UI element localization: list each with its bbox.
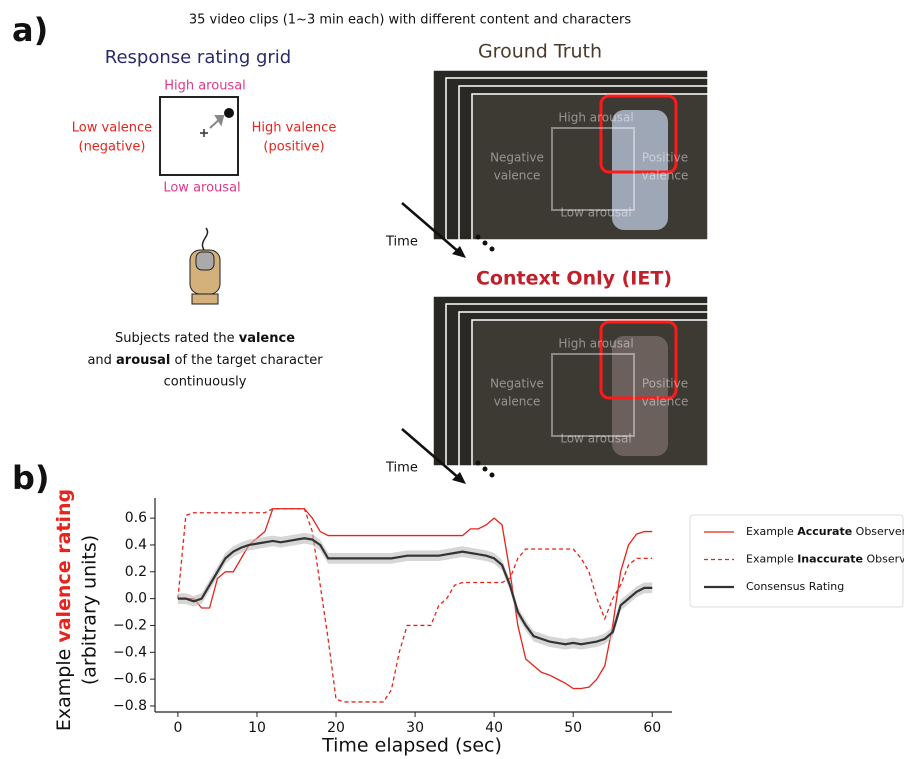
overlay-left: valence [494, 169, 541, 183]
center-cross [200, 129, 208, 137]
overlay-bottom: Low arousal [560, 432, 631, 446]
x-tick-label: 0 [173, 720, 182, 736]
grid-title: Response rating grid [105, 47, 291, 68]
grid-right: High valence [252, 121, 337, 136]
x-axis-label: Time elapsed (sec) [321, 735, 502, 757]
overlay-left: Negative [490, 151, 544, 165]
time-arrow [401, 202, 461, 254]
y-label-highlight: valence rating [53, 489, 75, 643]
x-tick-label: 60 [643, 720, 661, 736]
legend-box [689, 514, 904, 608]
overlay-grid [551, 127, 635, 211]
overlay-grid [551, 353, 635, 437]
legend-part: Accurate [797, 525, 852, 538]
x-tick-label: 30 [406, 720, 424, 736]
grid-left: Low valence [72, 121, 152, 136]
overlay-bottom: Low arousal [560, 206, 631, 220]
overlay-right: valence [642, 169, 689, 183]
ellipsis-dot [489, 246, 495, 252]
x-tick-label: 20 [327, 720, 345, 736]
legend-part: Observer IET [852, 525, 904, 538]
time-label: Time [385, 235, 418, 250]
x-tick-label: 40 [485, 720, 503, 736]
series-line [177, 508, 653, 703]
y-tick-label: −0.6 [113, 671, 147, 687]
cursor-arrow [209, 115, 225, 129]
error-band [177, 532, 653, 650]
frame-title-iet: Context Only (IET) [476, 268, 672, 290]
y-tick-label: −0.4 [113, 644, 147, 660]
y-axis-label: Example valence rating [53, 489, 75, 731]
ellipsis-dot [475, 460, 481, 466]
description: and arousal of the target character [87, 353, 323, 368]
character [612, 336, 668, 456]
chart: 0.6 0.4 0.2 0.0 −0.2 −0.4 −0.6 −0.8 0 10 20 30 40 50 6… [53, 489, 904, 757]
ellipsis-dot [475, 234, 481, 240]
legend-part: Consensus Rating [746, 580, 844, 593]
ellipsis-dot [489, 472, 495, 478]
y-tick-label: 0.2 [125, 564, 147, 580]
x-tick-label: 10 [248, 720, 266, 736]
overlay-left: Negative [490, 377, 544, 391]
y-tick-label: 0.4 [125, 537, 147, 553]
legend-label: Example Inaccurate Observer IET [746, 553, 904, 566]
y-tick-label: −0.8 [113, 698, 147, 714]
panel-label: a) [12, 11, 48, 49]
y-axis-label: (arbitrary units) [79, 535, 101, 685]
legend-label: Consensus Rating [746, 580, 844, 593]
arrow-head [452, 472, 466, 484]
legend-label: Example Accurate Observer IET [746, 525, 904, 538]
legend-part: Inaccurate [797, 553, 863, 566]
series-line [177, 508, 653, 690]
grid-bottom: Low arousal [163, 181, 240, 196]
overlay-top: High arousal [558, 111, 633, 125]
video-frame [471, 319, 709, 467]
x-tick-label: 50 [564, 720, 582, 736]
legend-part: Observer IET [863, 553, 904, 566]
overlay-top: High arousal [558, 337, 633, 351]
overlay-right: valence [642, 395, 689, 409]
grid-right: (positive) [263, 140, 324, 155]
y-tick-label: 0.0 [125, 591, 147, 607]
overlay-left: valence [494, 395, 541, 409]
legend-part: Example [746, 553, 797, 566]
grid-box [159, 96, 239, 176]
frame-title: Ground Truth [478, 41, 602, 63]
caption: 35 video clips (1~3 min each) with diffe… [189, 13, 631, 28]
grid-top: High arousal [164, 79, 246, 94]
description: continuously [164, 375, 247, 390]
overlay-right: Positive [642, 151, 688, 165]
target-box [599, 320, 678, 400]
video-frame [471, 93, 709, 241]
ellipsis-dot [482, 466, 488, 472]
y-tick-label: 0.6 [125, 510, 147, 526]
target-box [599, 94, 678, 174]
character [612, 110, 668, 230]
hand-icon [189, 227, 221, 305]
ellipsis-dot [482, 240, 488, 246]
y-label-part: Example [53, 643, 75, 731]
overlay-right: Positive [642, 377, 688, 391]
legend-part: Example [746, 525, 797, 538]
rating-dot [224, 108, 234, 118]
frames: Ground Truth High arousal Negative valence P… [385, 41, 709, 484]
y-tick-label: −0.2 [113, 617, 147, 633]
time-label: Time [385, 461, 418, 476]
panel-label: b) [12, 459, 50, 497]
grid-left: (negative) [79, 140, 146, 155]
description: Subjects rated the valence [115, 331, 295, 346]
series-line [177, 537, 653, 646]
arrow-head [452, 246, 466, 258]
time-arrow [401, 428, 461, 480]
